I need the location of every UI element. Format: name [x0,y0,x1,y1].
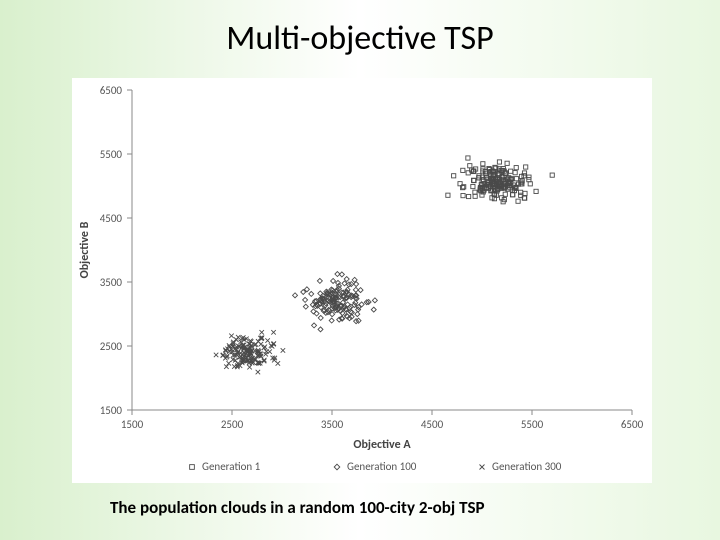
svg-text:6500: 6500 [621,418,644,431]
svg-text:4500: 4500 [421,418,444,431]
svg-text:Generation 100: Generation 100 [347,460,417,473]
svg-text:4500: 4500 [100,212,123,225]
svg-text:6500: 6500 [100,84,123,97]
svg-text:3500: 3500 [100,276,123,289]
svg-text:Generation 300: Generation 300 [492,460,562,473]
svg-text:Generation 1: Generation 1 [202,460,261,473]
svg-text:2500: 2500 [221,418,244,431]
chart-svg: 1500 2500 3500 4500 5500 6500 1500 2500 3500 4500… [72,78,652,483]
svg-text:Objective B: Objective B [78,221,92,278]
slide-title: Multi-objective TSP [0,18,720,59]
svg-text:3500: 3500 [321,418,344,431]
svg-text:5500: 5500 [100,148,123,161]
svg-text:5500: 5500 [521,418,544,431]
scatter-chart: 1500 2500 3500 4500 5500 6500 1500 2500 3500 4500… [72,78,652,483]
svg-text:2500: 2500 [100,340,123,353]
svg-text:Objective A: Objective A [353,438,411,452]
slide-caption: The population clouds in a random 100-ci… [110,497,485,518]
svg-text:1500: 1500 [100,404,123,417]
chart-legend: Generation 1 Generation 100 Generation 300 [190,460,562,473]
slide: Multi-objective TSP 1500 2500 3500 4500 5500… [0,0,720,540]
svg-text:1500: 1500 [121,418,144,431]
